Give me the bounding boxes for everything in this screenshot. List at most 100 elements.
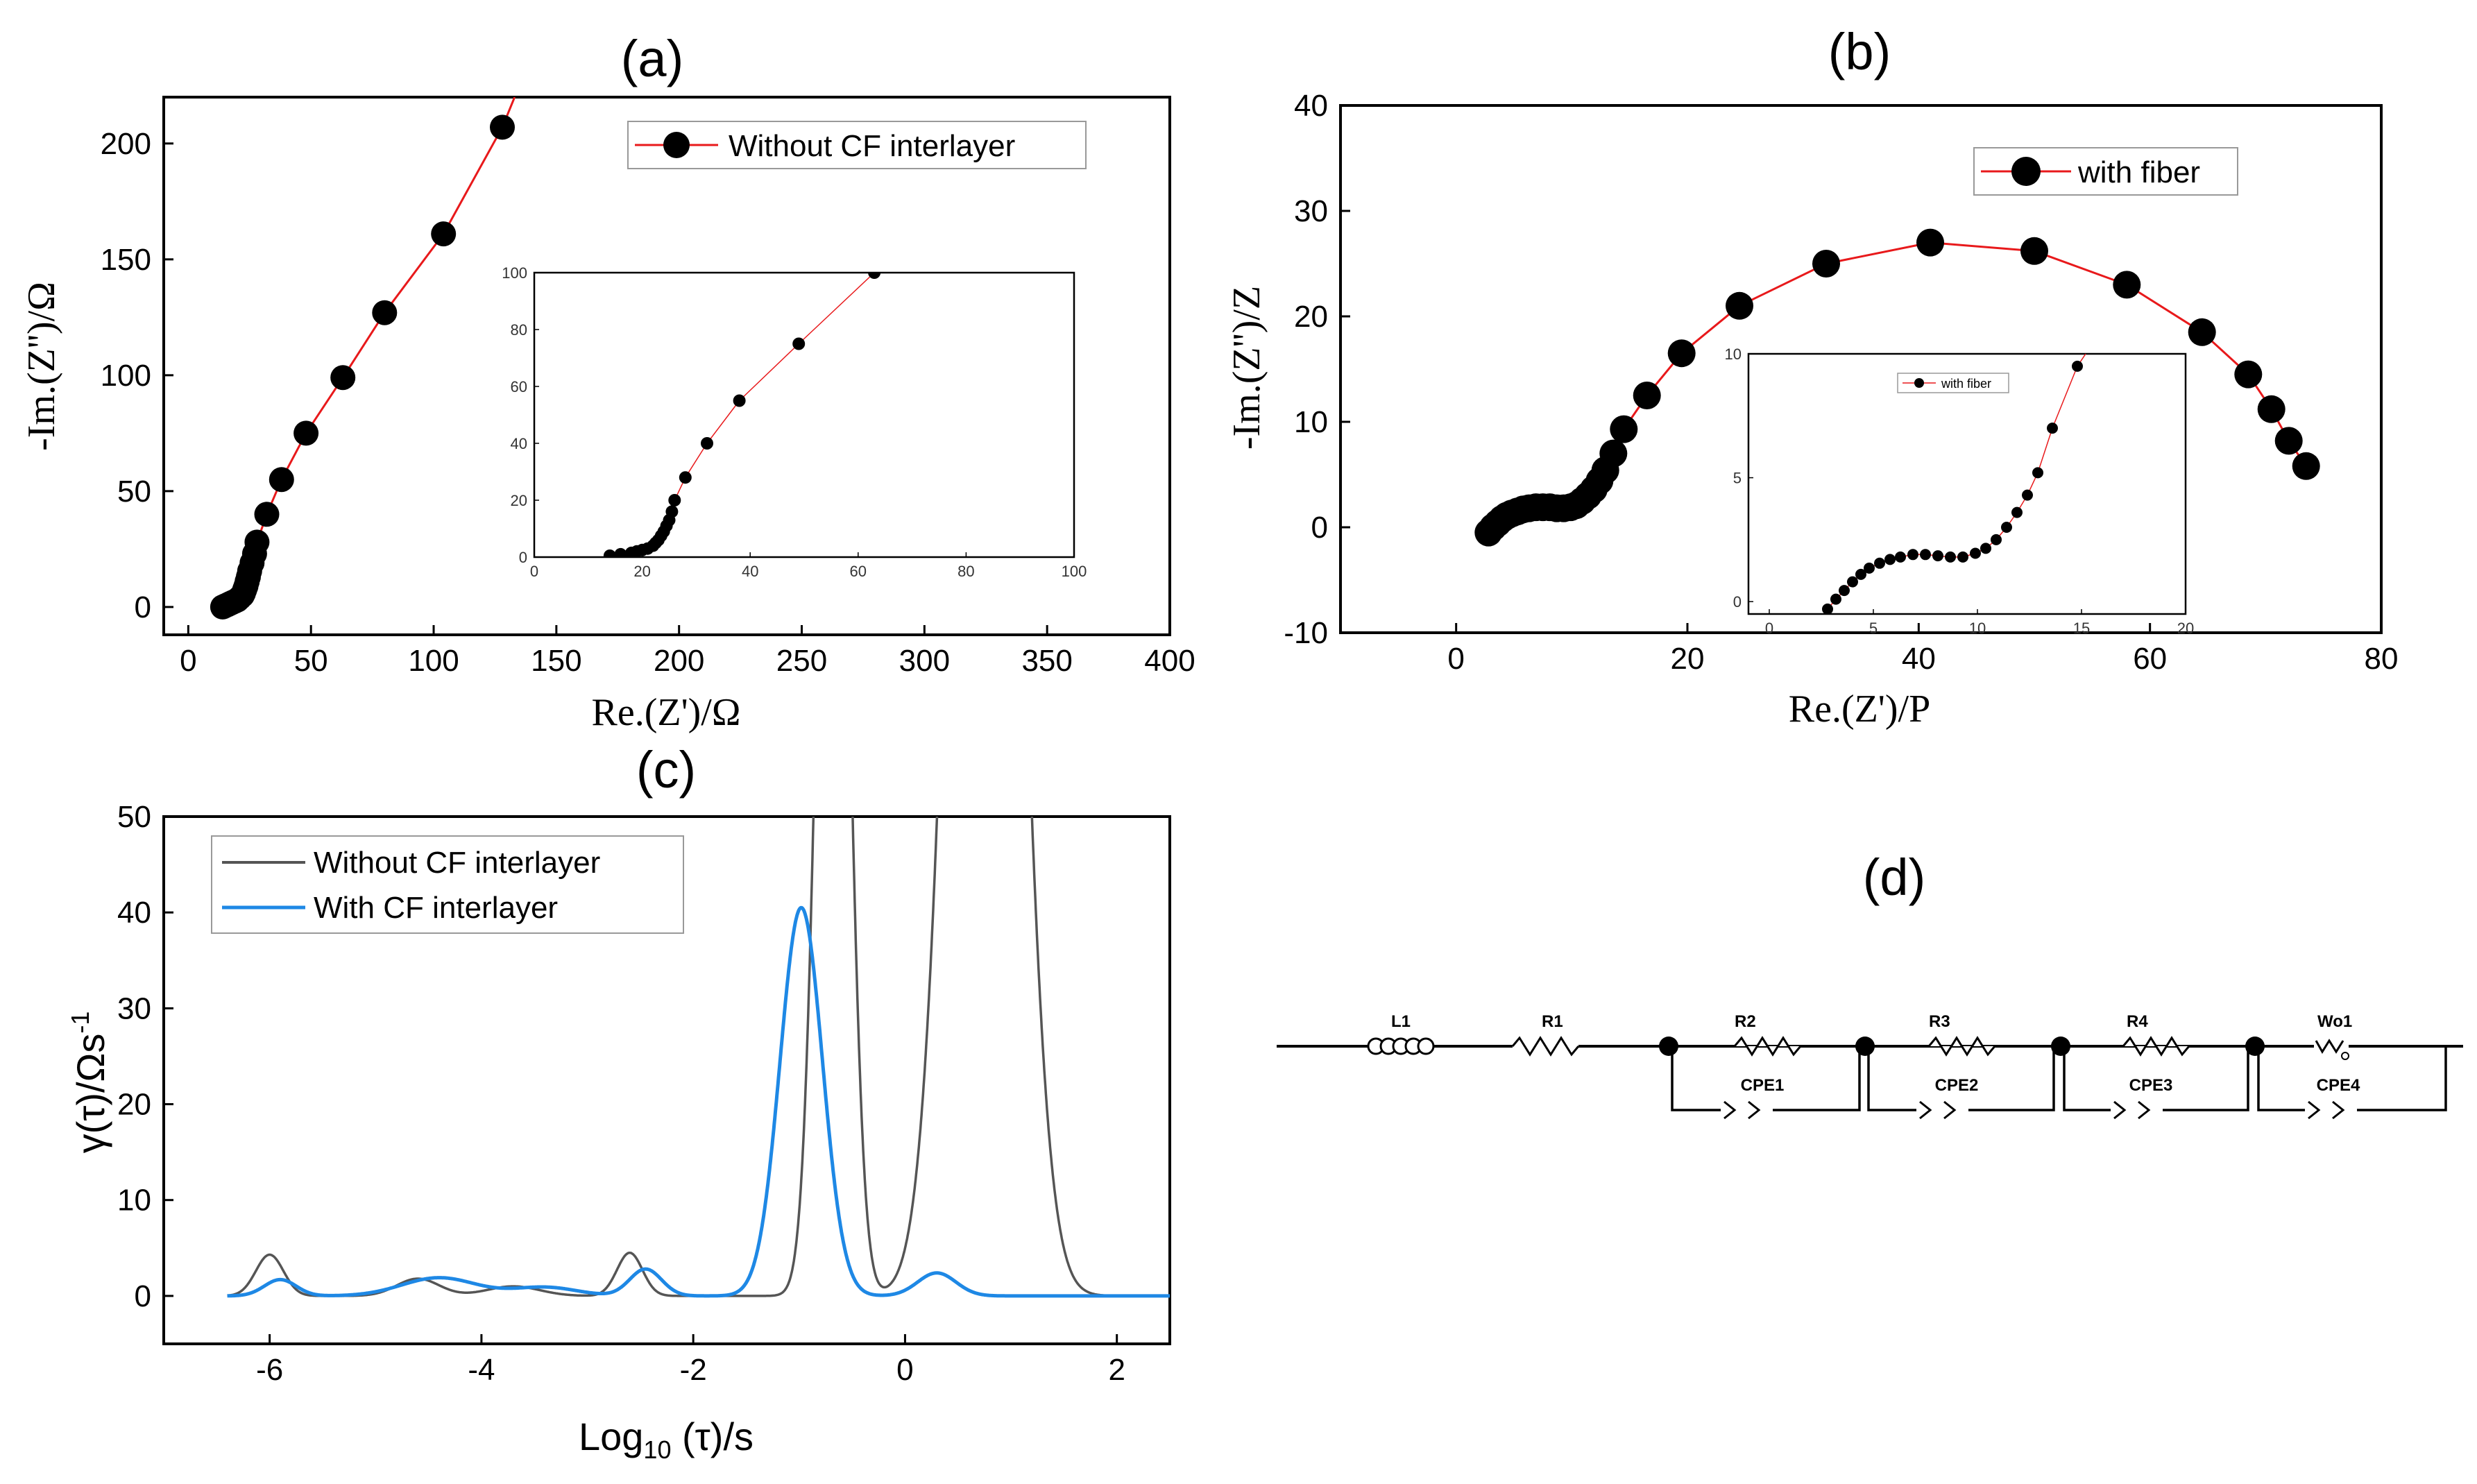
inductor-coil bbox=[1417, 1037, 1435, 1055]
cpe-symbol bbox=[2138, 1100, 2151, 1120]
cpe-symbol bbox=[1748, 1100, 1761, 1120]
panel-b-inset-point bbox=[2032, 467, 2043, 479]
panel-b-point bbox=[2020, 237, 2048, 265]
panel-b-title: (b) bbox=[1828, 23, 1891, 80]
panel-b-inset-point bbox=[1945, 551, 1956, 563]
panel-c-xlabel-rest: (τ)/s bbox=[671, 1415, 754, 1458]
panel-b-inset-xtick-label: 15 bbox=[2073, 620, 2090, 637]
label-cpe1: CPE1 bbox=[1741, 1076, 1785, 1095]
panel-a-xtick-label: 150 bbox=[531, 644, 581, 678]
label-wo1: Wo1 bbox=[2317, 1012, 2352, 1031]
panel-a-ytick-label: 0 bbox=[135, 590, 151, 624]
panel-b: (b) 0 20 40 60 80 -10 0 10 20 30 40 Re.(Z')/P -Im.… bbox=[1225, 23, 2398, 731]
panel-b-frame bbox=[1339, 104, 2383, 634]
label-cpe4: CPE4 bbox=[2317, 1076, 2360, 1095]
panel-a-xtick-label: 350 bbox=[1021, 644, 1072, 678]
panel-c-ytick-label: 40 bbox=[117, 896, 151, 930]
panel-c-xtick-label: -6 bbox=[256, 1353, 283, 1387]
panel-b-xtick-label: 0 bbox=[1447, 642, 1464, 676]
panel-a-xtick-label: 0 bbox=[180, 644, 196, 678]
panel-b-inset-point bbox=[1957, 551, 1968, 563]
panel-a-point bbox=[372, 300, 398, 325]
panel-c-ylabel-sup: -1 bbox=[66, 1012, 94, 1034]
panel-b-inset-point bbox=[1907, 549, 1918, 561]
panel-b-inset-point bbox=[2072, 360, 2083, 372]
panel-b-point bbox=[2257, 395, 2286, 423]
panel-b-inset-point bbox=[2001, 522, 2012, 533]
label-r1: R1 bbox=[1542, 1012, 1563, 1031]
panel-a-inset-point bbox=[668, 494, 681, 506]
panel-a-inset-ytick-label: 40 bbox=[511, 435, 527, 452]
panel-b-inset-point bbox=[1847, 576, 1858, 588]
panel-b-ytick-label: 30 bbox=[1294, 194, 1328, 228]
panel-a-inset-point bbox=[733, 394, 746, 407]
resistor-zigzag bbox=[1733, 1036, 1802, 1057]
block-r4-cpe3: R4 CPE3 bbox=[2051, 1012, 2249, 1120]
panel-c-legend: Without CF interlayer With CF interlayer bbox=[211, 835, 684, 934]
panel-a-xlabel: Re.(Z')/Ω bbox=[592, 691, 741, 734]
panel-b-inset-legend-label: with fiber bbox=[1941, 377, 1991, 391]
panel-a-point bbox=[254, 502, 280, 527]
panel-b-inset-point bbox=[1874, 557, 1885, 569]
panel-b-point bbox=[1599, 439, 1628, 468]
panel-b-point bbox=[2234, 360, 2263, 389]
panel-b-point bbox=[1633, 382, 1661, 409]
inductor-l1: L1 bbox=[1367, 1012, 1435, 1055]
panel-a-inset-points bbox=[603, 273, 881, 557]
panel-b-inset-point bbox=[1884, 554, 1896, 565]
cpe-symbol bbox=[1919, 1100, 1932, 1120]
panel-b-ylabel: -Im.(Z'')/Z bbox=[1225, 286, 1268, 450]
panel-c-xtick-label: -4 bbox=[468, 1353, 495, 1387]
panel-b-inset: 0 5 10 15 20 0 5 10 with fiber bbox=[1725, 346, 2195, 637]
panel-b-inset-xtick-label: 10 bbox=[1969, 620, 1986, 637]
warburg-symbol bbox=[2315, 1039, 2344, 1054]
panel-a-inset-xtick-label: 40 bbox=[742, 563, 758, 580]
panel-a-legend-marker bbox=[663, 132, 690, 158]
panel-c-ylabel-main: γ(τ)/Ωs bbox=[69, 1034, 112, 1154]
panel-a-point bbox=[293, 420, 319, 446]
panel-a-point bbox=[269, 467, 294, 493]
resistor-zigzag bbox=[2122, 1036, 2190, 1057]
block-r2-cpe1: R2 CPE1 bbox=[1659, 1012, 1861, 1120]
panel-b-inset-point bbox=[1830, 593, 1841, 605]
panel-b-point bbox=[1667, 339, 1696, 368]
panel-b-inset-xtick-label: 5 bbox=[1869, 620, 1878, 637]
block-wo1-cpe4: Wo1 CPE4 bbox=[2245, 1012, 2447, 1120]
panel-b-xtick-label: 60 bbox=[2133, 642, 2167, 676]
panel-b-ytick-label: 10 bbox=[1294, 405, 1328, 439]
panel-a-legend: Without CF interlayer bbox=[627, 121, 1087, 169]
panel-b-inset-xtick-label: 20 bbox=[2177, 620, 2194, 637]
label-r4: R4 bbox=[2127, 1012, 2148, 1031]
panel-b-ytick-label: 0 bbox=[1311, 511, 1328, 545]
panel-a-inset-xtick-label: 20 bbox=[633, 563, 650, 580]
panel-a-xtick-label: 50 bbox=[294, 644, 328, 678]
panel-b-xtick-label: 20 bbox=[1671, 642, 1705, 676]
panel-b-inset-point bbox=[1920, 549, 1931, 561]
panel-d-title: (d) bbox=[1863, 848, 1925, 906]
panel-b-inset-point bbox=[1855, 568, 1866, 580]
panel-a-inset-xtick-label: 80 bbox=[957, 563, 974, 580]
panel-a-inset-point bbox=[603, 549, 616, 557]
panel-b-ytick-label: 20 bbox=[1294, 300, 1328, 334]
panel-a-title: (a) bbox=[621, 30, 683, 87]
panel-a-inset-point bbox=[679, 471, 692, 484]
panel-b-inset-point bbox=[2022, 489, 2033, 501]
panel-c-xlabel: Log10 (τ)/s bbox=[579, 1415, 754, 1464]
panel-a-xtick-label: 300 bbox=[899, 644, 950, 678]
panel-b-inset-point bbox=[1932, 550, 1943, 562]
panel-b-point bbox=[2274, 427, 2303, 455]
panel-b-inset-ytick-label: 5 bbox=[1733, 470, 1742, 487]
node-dot bbox=[2245, 1037, 2265, 1056]
panel-c-xtick-label: -2 bbox=[680, 1353, 707, 1387]
panel-c-ytick-label: 30 bbox=[117, 991, 151, 1025]
panel-c-legend-box bbox=[211, 835, 684, 934]
panel-a-legend-label: Without CF interlayer bbox=[729, 129, 1015, 163]
panel-b-xlabel: Re.(Z')/P bbox=[1789, 688, 1931, 731]
panel-b-inset-points bbox=[1822, 360, 2083, 614]
panel-a-inset-ytick-label: 80 bbox=[511, 321, 527, 339]
panel-b-inset-legend: with fiber bbox=[1897, 373, 2009, 393]
panel-a-point bbox=[431, 221, 457, 247]
panel-c-title: (c) bbox=[636, 741, 696, 799]
panel-b-inset-point bbox=[1822, 603, 1833, 614]
panel-c-legend-label-gray: Without CF interlayer bbox=[314, 846, 600, 880]
